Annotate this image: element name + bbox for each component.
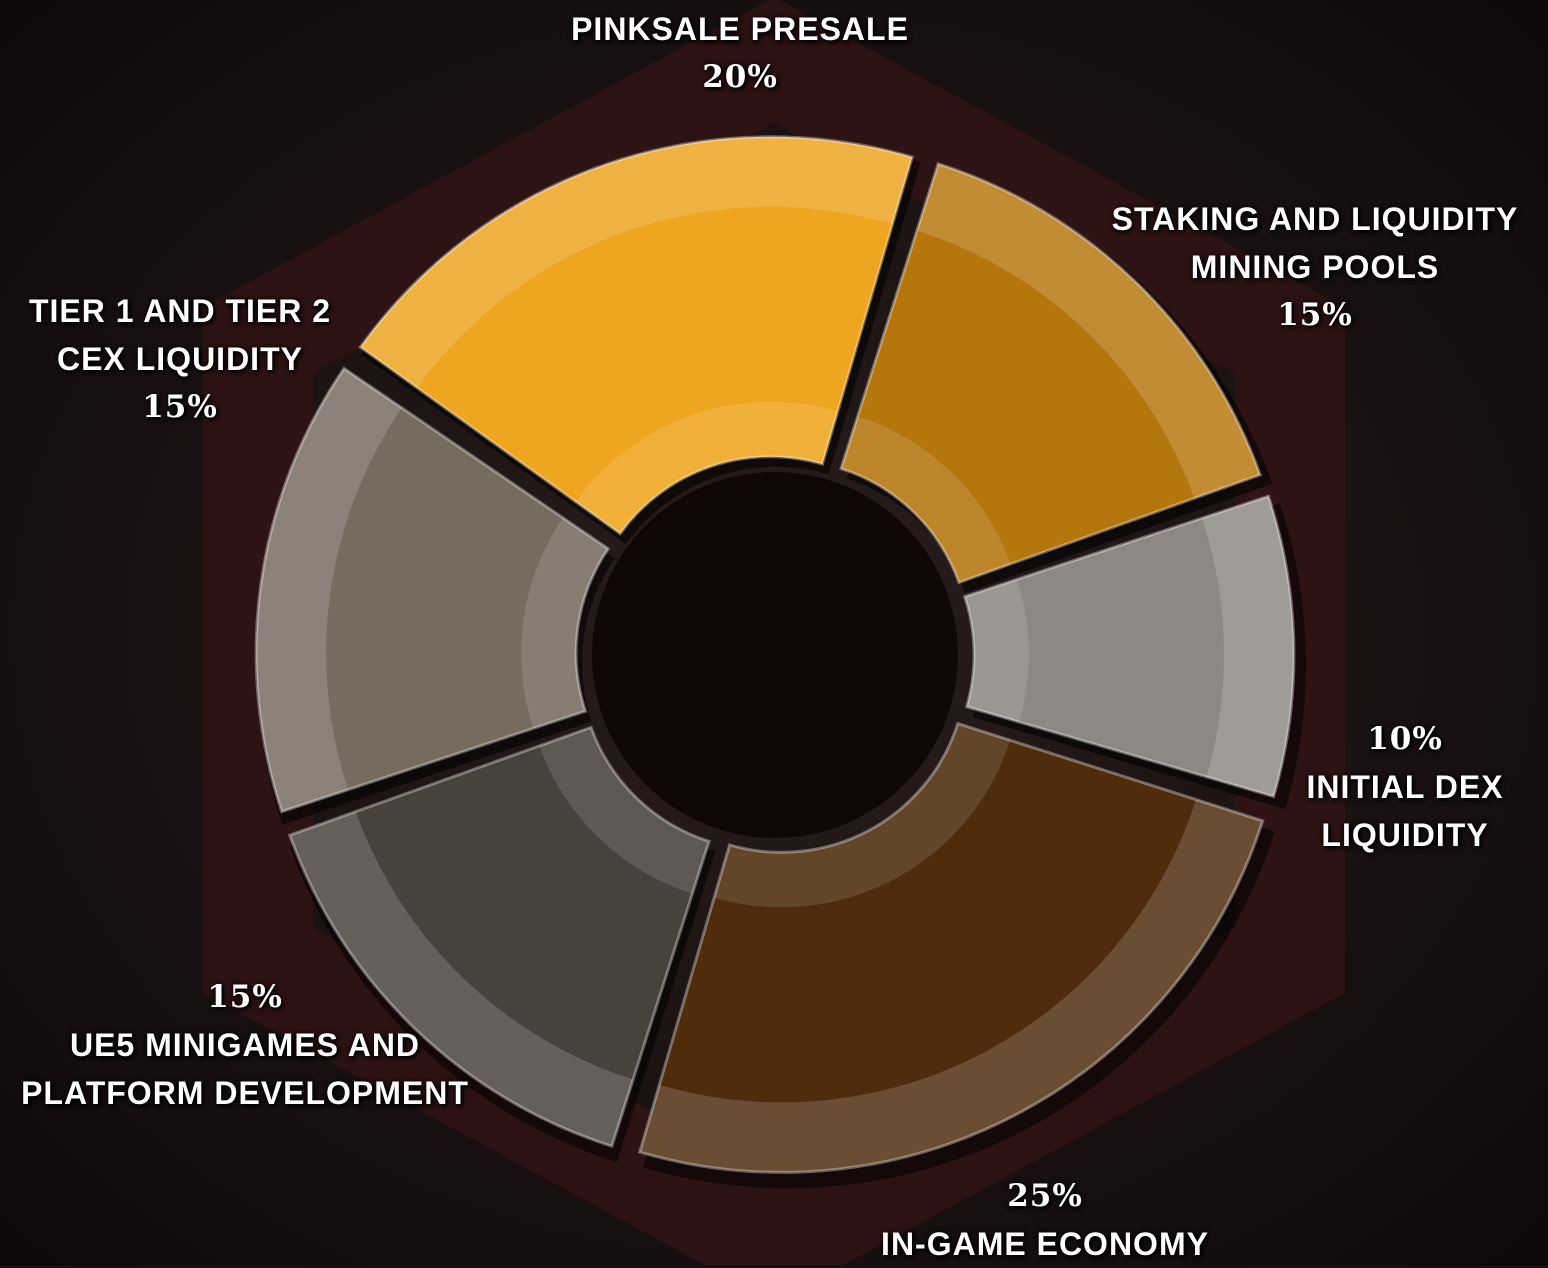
slices (254, 135, 1306, 1189)
hexagon-decoration (203, 0, 1345, 1265)
slice (839, 161, 1263, 585)
category-label: IN-GAME ECONOMY (881, 1226, 1209, 1262)
slice-label: PINKSALE PRESALE 20% (530, 5, 950, 101)
slice-inner-bevel (575, 401, 838, 534)
slice-inner-bevel (964, 579, 1029, 723)
slice-inner-bevel (840, 416, 1011, 583)
value-label: 15% (142, 389, 218, 425)
category-label: UE5 MINIGAMES AND PLATFORM DEVELOPMENT (21, 1027, 469, 1111)
slice (637, 721, 1265, 1174)
category-label: STAKING AND LIQUIDITY MINING POOLS (1111, 201, 1519, 285)
category-label: PINKSALE PRESALE (571, 11, 909, 47)
slice-bevel (639, 799, 1263, 1173)
slice-label: 25% IN-GAME ECONOMY (835, 1172, 1255, 1268)
slice-inner-bevel (539, 727, 710, 894)
category-label: INITIAL DEX LIQUIDITY (1306, 769, 1504, 853)
value-label: 15% (207, 979, 283, 1015)
slice-bevel (916, 163, 1261, 499)
slice-inner-bevel (521, 517, 609, 729)
donut-hole (592, 472, 958, 838)
slice (962, 494, 1296, 799)
slice-bevel (256, 368, 402, 812)
slice-label: 10% INITIAL DEX LIQUIDITY (1280, 715, 1530, 859)
slice-label: STAKING AND LIQUIDITY MINING POOLS 15% (1085, 195, 1545, 339)
slice-bevel (1201, 496, 1294, 797)
slice (358, 135, 915, 536)
slice-label: TIER 1 AND TIER 2 CEX LIQUIDITY 15% (0, 287, 360, 431)
value-label: 15% (1277, 297, 1353, 333)
slice (254, 366, 611, 814)
slice-bevel (360, 136, 913, 388)
slice (287, 725, 711, 1149)
value-label: 10% (1367, 721, 1443, 757)
slice-bevel (289, 811, 634, 1147)
value-label: 25% (1007, 1178, 1083, 1214)
slice-label: 15% UE5 MINIGAMES AND PLATFORM DEVELOPMEN… (0, 973, 495, 1117)
category-label: TIER 1 AND TIER 2 CEX LIQUIDITY (28, 293, 332, 377)
value-label: 20% (702, 59, 778, 95)
slice-inner-bevel (714, 723, 1011, 908)
